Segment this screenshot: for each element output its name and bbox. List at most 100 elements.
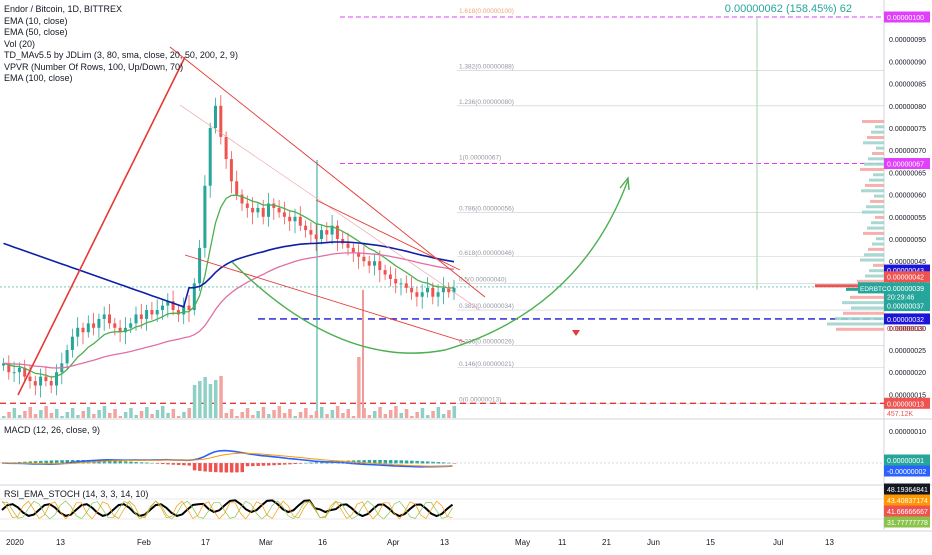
candle-body [86, 323, 90, 333]
macd-histogram-bar [208, 463, 213, 472]
macd-histogram-bar [267, 463, 271, 466]
candle-body [49, 381, 53, 386]
macd-histogram-bar [102, 460, 107, 464]
time-tick-label: Jun [647, 538, 660, 547]
vpvr-row [843, 311, 884, 315]
volume-bar [192, 385, 197, 418]
volume-bar [139, 411, 144, 418]
macd-histogram-bar [55, 460, 59, 464]
candle-body [362, 256, 366, 262]
price-badge [884, 158, 930, 170]
volume-bar [251, 415, 255, 418]
volume-bar [76, 415, 80, 418]
time-tick-label: 11 [558, 538, 567, 547]
symbol-tag-label: EDRBTC [860, 286, 887, 293]
macd-histogram-bar [298, 463, 303, 464]
price-partial-label: 0.00000019 [887, 326, 924, 333]
candle-body [192, 283, 196, 311]
macd-badge-label: 0.00000001 [887, 458, 924, 465]
volume-bar [108, 413, 112, 418]
vpvr-row [865, 274, 884, 278]
macd-histogram-bar [415, 460, 419, 464]
rsi-label[interactable]: RSI_EMA_STOCH (14, 3, 3, 14, 10) [4, 489, 149, 499]
volume-bar [367, 415, 372, 418]
volume-bar [97, 410, 101, 418]
legend-indicator[interactable]: Vol (20) [4, 38, 36, 49]
candle-body [129, 323, 133, 328]
macd-tick-label: 0.00000010 [889, 429, 926, 436]
volume-bar [129, 408, 133, 418]
volume-bar [7, 412, 11, 418]
trend-line-rise [17, 56, 186, 396]
rsi-badge-label: 41.66666667 [887, 509, 928, 516]
candle-body [219, 105, 223, 137]
vpvr-row [827, 322, 884, 326]
candle-body [399, 283, 403, 285]
vpvr-row [868, 247, 884, 251]
vpvr-row [863, 231, 884, 235]
volume-bar [293, 416, 297, 418]
macd-histogram-bar [357, 460, 361, 464]
ema50-line [3, 252, 455, 369]
macd-histogram-bar [118, 461, 123, 464]
price-badge-label: 0.00000039 [887, 286, 924, 293]
volume-bar [229, 409, 234, 418]
legend-indicator[interactable]: EMA (10, close) [4, 15, 68, 26]
vpvr-row [850, 295, 884, 299]
macd-label[interactable]: MACD (12, 26, close, 9) [4, 425, 101, 435]
macd-histogram-bar [235, 463, 239, 473]
candle-body [224, 136, 228, 160]
macd-histogram-bar [224, 463, 229, 473]
macd-histogram-bar [245, 463, 250, 467]
volume-bar [23, 411, 27, 418]
candle-body [304, 225, 308, 231]
vpvr-row [864, 253, 884, 257]
macd-histogram-bar [198, 463, 202, 471]
macd-histogram-bar [176, 463, 181, 466]
legend-indicator[interactable]: VPVR (Number Of Rows, 100, Up/Down, 70) [4, 61, 184, 72]
macd-histogram-bar [161, 463, 165, 465]
macd-histogram-bar [113, 460, 117, 464]
candle-body [102, 314, 106, 319]
price-tick-label: 0.00000020 [889, 370, 926, 377]
legend-indicator[interactable]: EMA (100, close) [4, 73, 73, 83]
candle-body [441, 287, 445, 293]
time-tick-label: 16 [318, 538, 327, 547]
candle-body [17, 367, 21, 373]
macd-histogram-bar [28, 461, 32, 464]
candle-body [298, 216, 302, 226]
time-tick-label: 17 [201, 538, 210, 547]
candle-body [65, 350, 69, 364]
macd-histogram-bar [431, 461, 435, 464]
macd-histogram-bar [404, 460, 409, 464]
macd-histogram-bar [394, 460, 398, 464]
volume-bar [304, 408, 308, 418]
channel-upper [169, 46, 486, 298]
volume-bar [388, 410, 393, 418]
candle-body [139, 314, 143, 319]
channel-lower [184, 254, 466, 343]
candle-body [394, 278, 398, 284]
time-tick-label: 13 [56, 538, 65, 547]
legend-title[interactable]: Endor / Bitcoin, 1D, BITTREX [4, 4, 123, 14]
macd-histogram-bar [282, 463, 287, 465]
volume-bar [203, 377, 207, 418]
candle-body [335, 225, 339, 239]
volume-bar [436, 407, 441, 418]
volume-bar [33, 414, 38, 418]
macd-histogram-bar [367, 460, 372, 464]
candle-body [383, 270, 387, 275]
fib-level-label: 0.5(0.00000040) [459, 276, 507, 283]
symbol-tag [858, 282, 884, 294]
volume-bar [70, 408, 75, 418]
fib-level-label: 1(0.00000067) [459, 155, 501, 162]
legend-indicator[interactable]: EMA (50, close) [4, 27, 68, 37]
rsi-badge-label: 48.19364841 [887, 487, 928, 494]
vpvr-row [863, 141, 884, 145]
macd-histogram-bar [373, 460, 377, 464]
legend-indicator[interactable]: TD_MAv5.5 by JDLim (3, 80, sma, close, 2… [4, 50, 238, 60]
volume-bar [415, 412, 419, 418]
volume-bar [235, 416, 239, 418]
